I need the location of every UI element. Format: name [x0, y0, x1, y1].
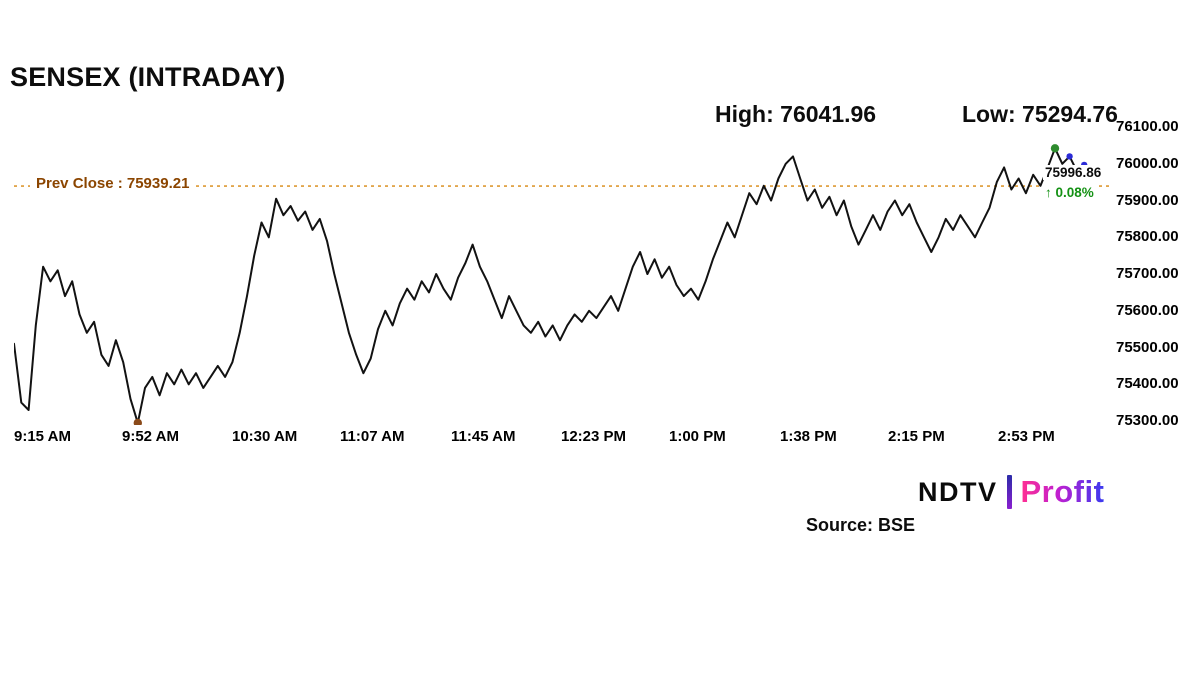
- price-change-badge: ↑ 0.08%: [1043, 185, 1096, 200]
- x-axis-tick-label: 2:53 PM: [998, 428, 1055, 445]
- ndtv-profit-logo: NDTV Profit: [918, 474, 1104, 510]
- x-axis-tick-label: 9:15 AM: [14, 428, 71, 445]
- low-marker-dot: [133, 418, 142, 425]
- y-axis-tick-label: 75300.00: [1116, 412, 1179, 429]
- logo-ndtv-text: NDTV: [918, 476, 998, 507]
- high-marker-dot: [1050, 144, 1060, 153]
- x-axis-tick-label: 1:38 PM: [780, 428, 837, 445]
- y-axis-tick-label: 75800.00: [1116, 228, 1179, 245]
- y-axis-tick-label: 76100.00: [1116, 118, 1179, 135]
- x-axis-tick-label: 9:52 AM: [122, 428, 179, 445]
- intraday-chart-svg: [14, 144, 1110, 425]
- y-axis-tick-label: 75600.00: [1116, 302, 1179, 319]
- low-value-label: Low: 75294.76: [962, 101, 1118, 127]
- logo-separator-bar: [1006, 475, 1012, 509]
- source-attribution: Source: BSE: [806, 515, 916, 535]
- y-axis-tick-label: 75400.00: [1116, 375, 1179, 392]
- x-axis-tick-label: 11:45 AM: [451, 428, 516, 445]
- high-value-label: High: 76041.96: [715, 101, 877, 127]
- x-axis-tick-label: 2:15 PM: [888, 428, 945, 445]
- x-axis-tick-label: 10:30 AM: [232, 428, 298, 445]
- y-axis-tick-label: 75700.00: [1116, 265, 1179, 282]
- y-axis-tick-label: 76000.00: [1116, 155, 1179, 172]
- y-axis-tick-label: 75900.00: [1116, 192, 1179, 209]
- x-axis-tick-label: 1:00 PM: [669, 428, 726, 445]
- last-price-label: 75996.86: [1043, 165, 1104, 180]
- y-axis-tick-label: 75500.00: [1116, 339, 1179, 356]
- x-axis-tick-label: 11:07 AM: [340, 428, 405, 445]
- prev-close-label: Prev Close : 75939.21: [30, 175, 196, 192]
- price-line: [14, 147, 1086, 424]
- x-axis-tick-label: 12:23 PM: [561, 428, 627, 445]
- last-marker-dot: [1066, 153, 1073, 160]
- page-title: SENSEX (INTRADAY): [10, 62, 286, 92]
- marker-dots: [133, 144, 1088, 425]
- logo-profit-text: Profit: [1020, 474, 1105, 509]
